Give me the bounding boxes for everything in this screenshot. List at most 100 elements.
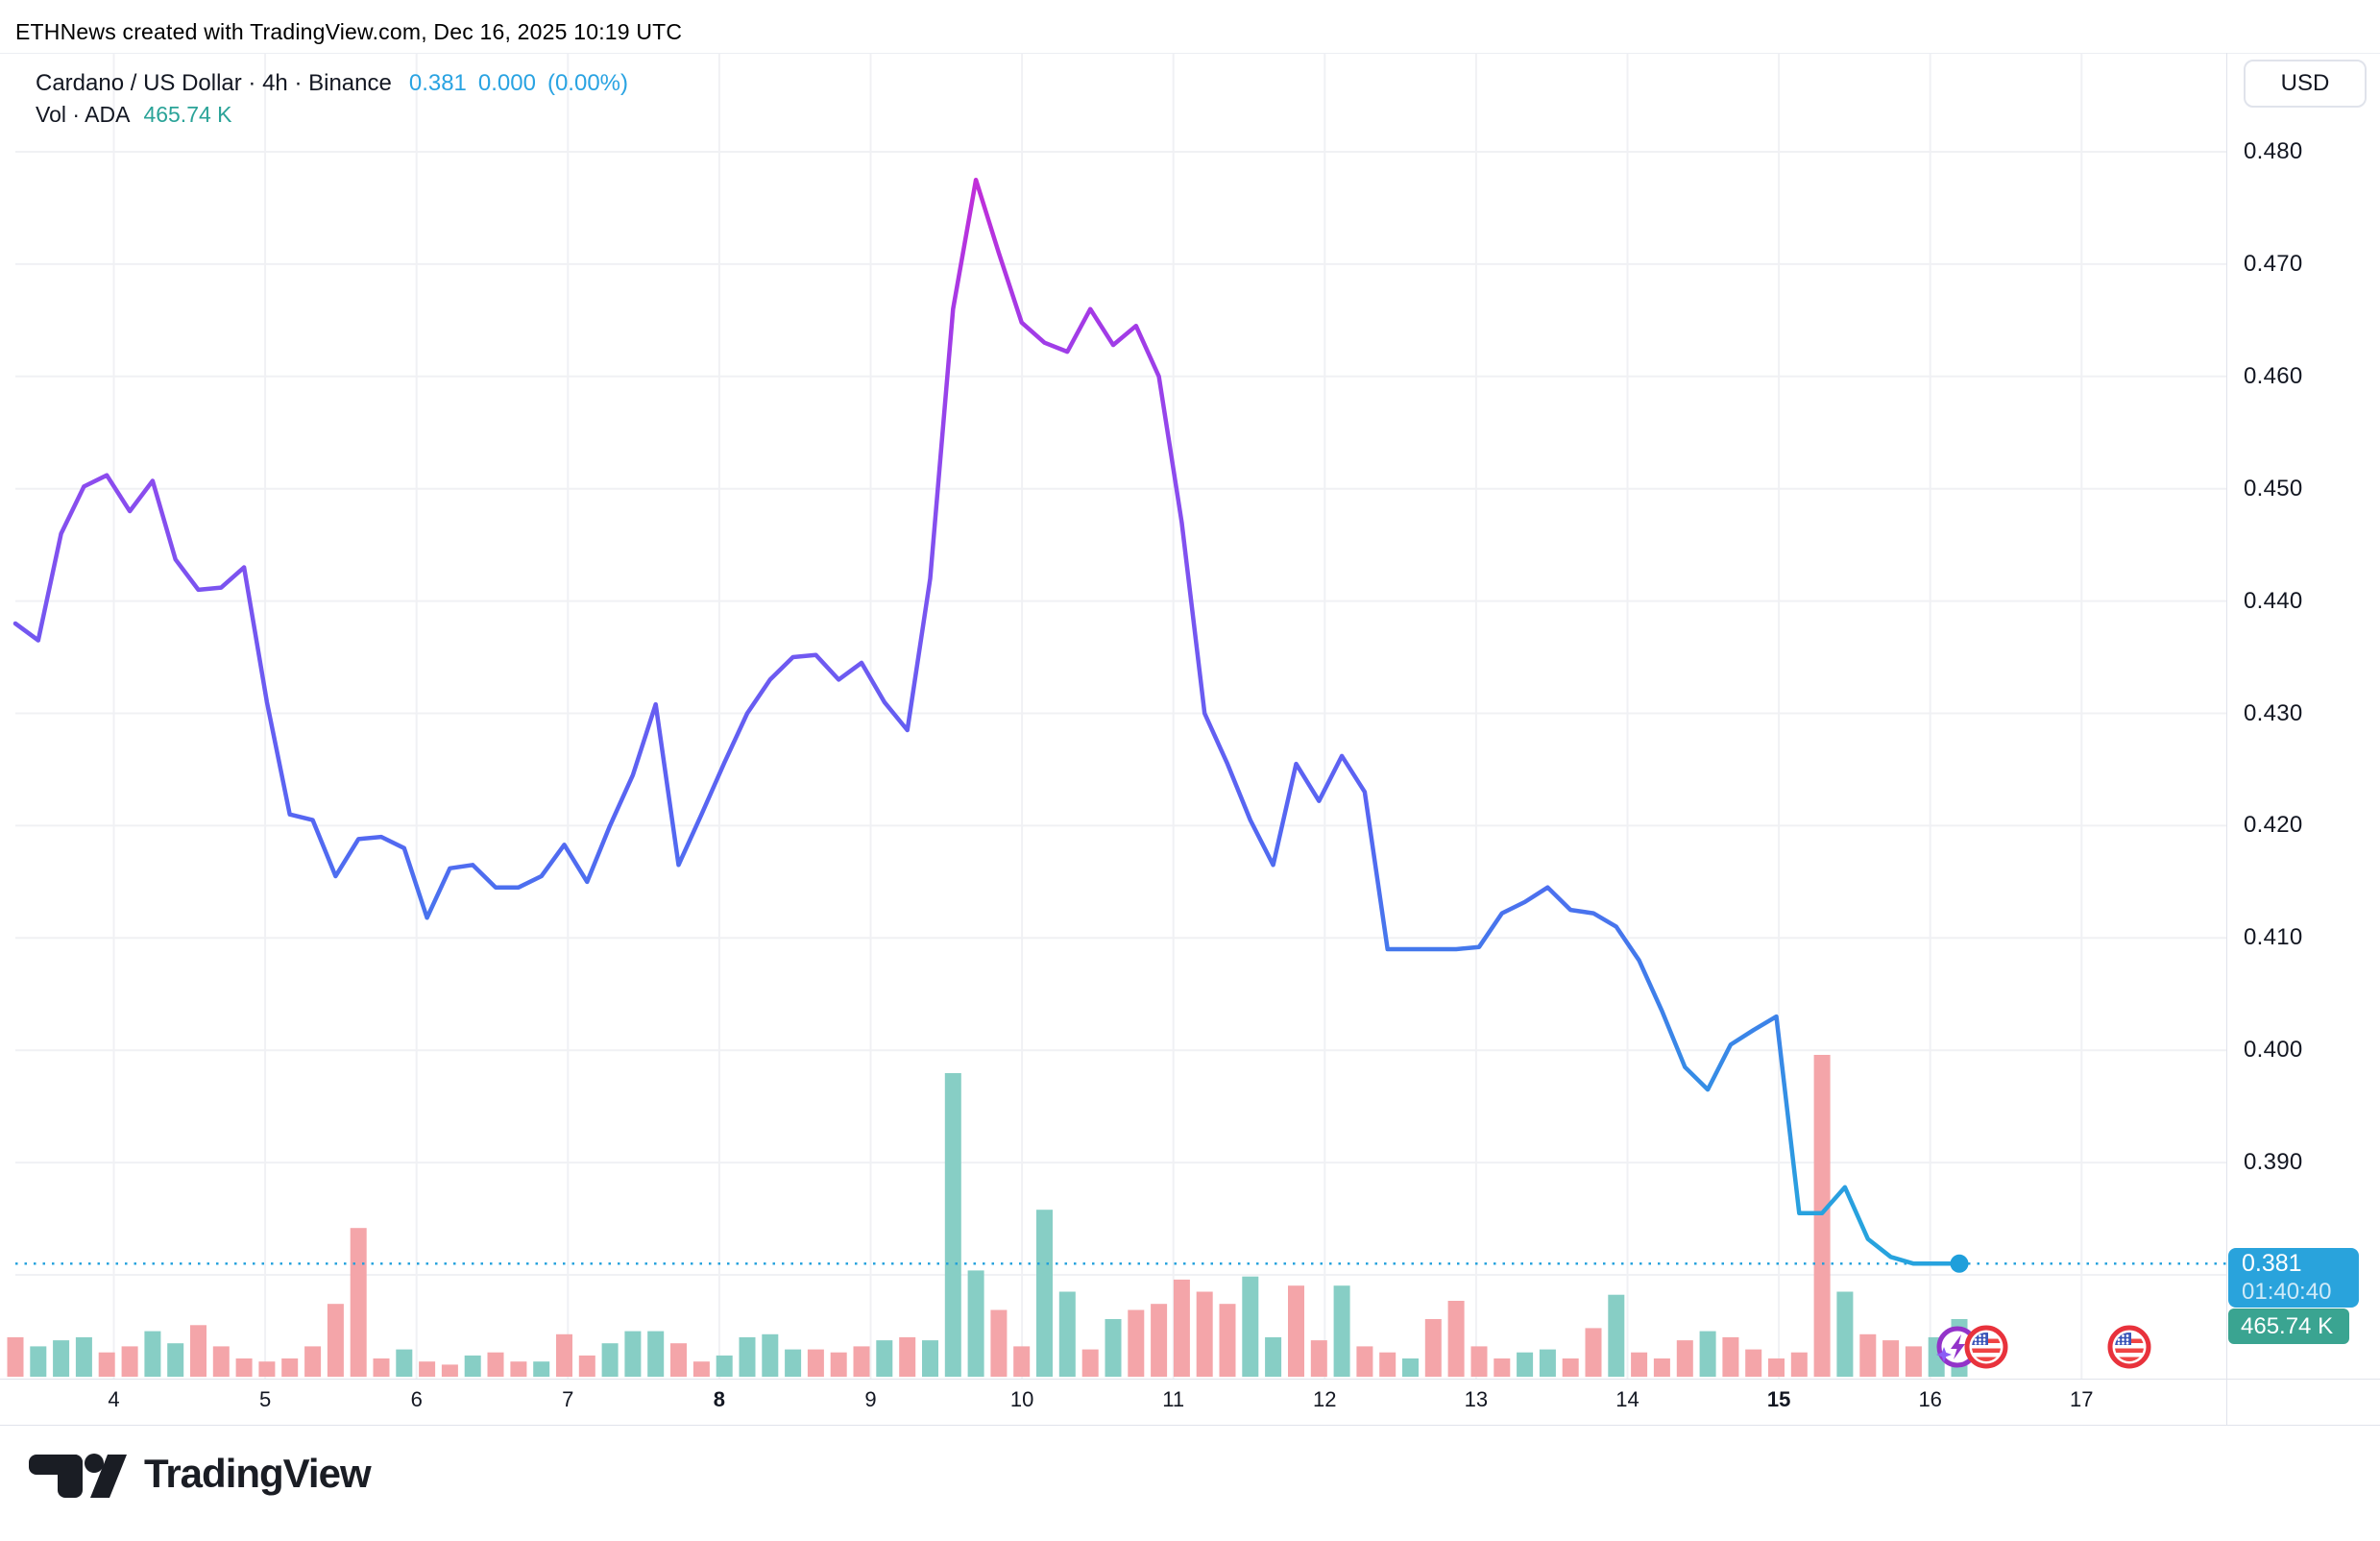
legend-last-price: 0.381 bbox=[408, 70, 467, 96]
volume-bar bbox=[1447, 1301, 1465, 1377]
grid bbox=[15, 54, 2226, 1379]
event-icon-crypto-sparkle[interactable] bbox=[1936, 1326, 1979, 1368]
chart-top-border bbox=[0, 53, 2380, 54]
volume-bar bbox=[899, 1336, 916, 1377]
price-tick-label: 0.480 bbox=[2244, 138, 2303, 164]
date-tick-label: 13 bbox=[1464, 1387, 1489, 1411]
volume-bar bbox=[235, 1358, 253, 1377]
price-axis-separator bbox=[2226, 53, 2227, 1425]
volume-bar bbox=[1653, 1358, 1670, 1377]
volume-bar bbox=[373, 1358, 390, 1377]
date-tick-label: 4 bbox=[108, 1387, 120, 1411]
last-price-value: 0.381 bbox=[2242, 1250, 2302, 1277]
volume-bar bbox=[487, 1352, 504, 1377]
volume-bar bbox=[1585, 1328, 1602, 1377]
volume-bar bbox=[1288, 1285, 1304, 1377]
tradingview-wordmark: TradingView bbox=[144, 1451, 372, 1496]
legend: Cardano / US Dollar · 4h · Binance 0.381 0… bbox=[36, 68, 640, 129]
volume-bar bbox=[1768, 1358, 1785, 1377]
volume-bar bbox=[1105, 1319, 1122, 1377]
price-tick-label: 0.470 bbox=[2244, 250, 2303, 277]
volume-pane bbox=[7, 1055, 1968, 1377]
price-tick-label: 0.430 bbox=[2244, 699, 2303, 726]
volume-bar bbox=[1882, 1340, 1900, 1377]
volume-bar bbox=[1836, 1291, 1854, 1377]
date-tick-label: 11 bbox=[1162, 1387, 1185, 1411]
volume-bar bbox=[167, 1343, 184, 1377]
volume-bar bbox=[1151, 1304, 1168, 1377]
date-tick-label: 7 bbox=[562, 1387, 574, 1411]
volume-bar bbox=[30, 1346, 47, 1377]
time-axis-separator bbox=[0, 1379, 2380, 1380]
volume-bar bbox=[1356, 1346, 1373, 1377]
volume-bar bbox=[212, 1346, 230, 1377]
volume-bar bbox=[807, 1349, 824, 1377]
volume-bar bbox=[1013, 1346, 1031, 1377]
volume-bar bbox=[556, 1333, 572, 1377]
bar-countdown: 01:40:40 bbox=[2242, 1279, 2332, 1305]
volume-bar bbox=[1058, 1291, 1076, 1377]
volume-bar bbox=[327, 1304, 344, 1377]
event-icon-us-flag-2[interactable] bbox=[2110, 1328, 2149, 1366]
volume-bar bbox=[304, 1346, 322, 1377]
volume-bar bbox=[1379, 1352, 1396, 1377]
last-price-dot bbox=[1950, 1254, 1969, 1273]
symbol-title[interactable]: Cardano / US Dollar · 4h · Binance bbox=[36, 70, 392, 96]
last-price-label: 0.381 01:40:40 bbox=[2228, 1248, 2359, 1308]
volume-bar bbox=[1333, 1285, 1350, 1377]
volume-bar bbox=[1517, 1352, 1534, 1377]
volume-bar bbox=[1813, 1055, 1831, 1377]
volume-bar bbox=[990, 1309, 1008, 1377]
price-line-series bbox=[12, 177, 2226, 1273]
price-line bbox=[12, 177, 1962, 1266]
volume-bar bbox=[396, 1349, 413, 1377]
volume-bar bbox=[1859, 1333, 1877, 1377]
volume-bar bbox=[1265, 1336, 1282, 1377]
price-tick-label: 0.460 bbox=[2244, 362, 2303, 389]
volume-bar bbox=[464, 1355, 481, 1377]
volume-study-label[interactable]: Vol · ADA bbox=[36, 102, 131, 127]
volume-bar bbox=[1128, 1309, 1145, 1377]
date-tick-label: 8 bbox=[713, 1387, 726, 1411]
currency-usd-button[interactable]: USD bbox=[2244, 60, 2367, 108]
volume-bar bbox=[1608, 1294, 1625, 1377]
volume-bar bbox=[1676, 1340, 1693, 1377]
volume-bar bbox=[1631, 1352, 1648, 1377]
volume-bar bbox=[647, 1331, 665, 1377]
price-tick-label: 0.420 bbox=[2244, 812, 2303, 839]
volume-bar bbox=[1242, 1276, 1259, 1377]
volume-bar bbox=[441, 1364, 458, 1377]
volume-bar bbox=[419, 1361, 436, 1377]
event-icon-us-flag-1[interactable] bbox=[1967, 1328, 2005, 1366]
price-tick-label: 0.400 bbox=[2244, 1037, 2303, 1064]
volume-bar bbox=[350, 1228, 367, 1377]
date-tick-label: 17 bbox=[2070, 1387, 2094, 1411]
volume-bar bbox=[1790, 1352, 1808, 1377]
date-tick-label: 5 bbox=[258, 1387, 272, 1411]
volume-bar bbox=[1905, 1346, 1922, 1377]
volume-bar bbox=[190, 1325, 206, 1377]
volume-bar bbox=[281, 1358, 299, 1377]
price-tick-label: 0.410 bbox=[2244, 924, 2303, 951]
volume-bar bbox=[1219, 1304, 1236, 1377]
price-tick-label: 0.450 bbox=[2244, 475, 2303, 501]
volume-bar bbox=[1402, 1358, 1419, 1377]
volume-bar bbox=[1173, 1279, 1190, 1377]
volume-bar bbox=[922, 1340, 938, 1377]
volume-bar bbox=[762, 1333, 779, 1377]
date-tick-label: 14 bbox=[1615, 1387, 1639, 1411]
volume-bar bbox=[75, 1336, 92, 1377]
volume-bar bbox=[533, 1361, 550, 1377]
volume-bar bbox=[692, 1361, 710, 1377]
volume-bar bbox=[1470, 1346, 1488, 1377]
tradingview-logo[interactable]: TradingView bbox=[29, 1449, 372, 1499]
volume-bar bbox=[739, 1336, 756, 1377]
time-axis-bottom-border bbox=[0, 1425, 2380, 1426]
time-axis[interactable]: 4 5 6 7 8 9 10 11 12 13 14 15 16 17 bbox=[0, 1380, 2380, 1425]
price-axis[interactable]: 0.480 0.470 0.460 0.450 0.440 0.430 0.420 0.410… bbox=[2227, 53, 2380, 1379]
volume-bar bbox=[578, 1355, 595, 1377]
last-volume-label: 465.74 K bbox=[2228, 1309, 2349, 1344]
volume-bar bbox=[7, 1336, 24, 1377]
